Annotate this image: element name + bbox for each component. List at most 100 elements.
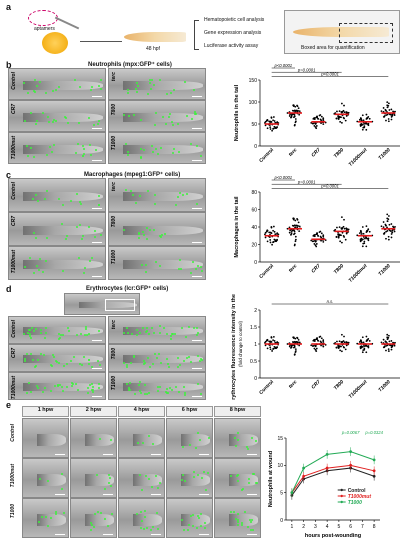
x-tick-label: 8	[373, 524, 376, 530]
data-point	[343, 104, 345, 107]
data-point	[390, 108, 393, 111]
data-point	[386, 217, 389, 220]
data-point	[266, 240, 269, 243]
x-tick-label: CR7	[310, 147, 321, 158]
data-point	[294, 120, 297, 123]
series-point	[302, 474, 306, 478]
annotation-text: p<0.0001	[274, 64, 293, 68]
data-point	[365, 113, 368, 116]
data-point	[392, 226, 395, 229]
data-point	[298, 110, 301, 113]
fish-image-d-l0: Control	[8, 316, 106, 344]
data-point	[342, 346, 345, 348]
data-point	[315, 243, 318, 245]
fish-image-e-0-2	[118, 418, 165, 458]
data-point	[313, 339, 316, 342]
x-tick-label: terc	[288, 379, 299, 390]
data-point	[298, 344, 301, 347]
data-point	[383, 231, 386, 234]
data-point	[274, 239, 277, 242]
data-point	[316, 116, 319, 119]
data-point	[291, 341, 294, 343]
row-label: Control	[11, 320, 17, 338]
data-point	[295, 224, 298, 227]
panel-d-label: d	[6, 284, 12, 294]
arrow-icon	[80, 41, 122, 42]
data-point	[365, 245, 368, 248]
boxed-area-panel: Boxed area for quantification	[284, 10, 400, 54]
data-point	[338, 340, 341, 343]
x-tick-label: 1	[290, 524, 293, 530]
annotation-text: p=0.0067	[341, 430, 360, 435]
x-tick-label: T800	[333, 263, 345, 275]
y-tick-label: 50	[251, 122, 257, 128]
data-point	[288, 226, 291, 229]
x-tick-label: 2	[302, 524, 305, 530]
data-point	[336, 226, 338, 229]
data-point	[273, 230, 276, 233]
data-point	[274, 346, 277, 349]
data-point	[290, 114, 293, 117]
data-point	[339, 240, 342, 243]
data-point	[383, 115, 386, 117]
data-point	[296, 218, 299, 221]
data-point	[389, 113, 392, 116]
series-point	[325, 466, 329, 470]
data-point	[363, 240, 366, 243]
data-point	[296, 337, 299, 340]
data-point	[358, 118, 361, 121]
data-point	[393, 114, 396, 116]
data-point	[312, 122, 315, 125]
data-point	[363, 126, 366, 129]
data-point	[319, 118, 322, 121]
data-point	[337, 233, 340, 235]
y-tick-label: 0	[254, 260, 257, 266]
data-point	[271, 243, 274, 246]
data-point	[288, 231, 291, 234]
data-point	[345, 229, 348, 232]
data-point	[289, 229, 291, 232]
data-point	[266, 127, 269, 130]
stage-label: 48 hpf	[146, 46, 160, 52]
data-point	[361, 226, 364, 228]
row-label: T800	[111, 348, 117, 360]
fish-image-b-r0: terc	[108, 68, 206, 100]
data-point	[274, 233, 277, 236]
data-point	[312, 345, 315, 347]
data-point	[367, 239, 370, 242]
data-point	[386, 213, 389, 216]
larva-icon	[124, 32, 186, 42]
data-point	[269, 346, 272, 349]
data-point	[387, 120, 390, 123]
data-point	[276, 238, 278, 241]
data-point	[292, 229, 295, 232]
fish-image-b-l1: CR7	[8, 100, 106, 132]
data-point	[364, 237, 366, 240]
x-tick-label: 6	[349, 524, 352, 530]
data-point	[360, 341, 363, 344]
data-point	[297, 338, 300, 341]
data-point	[387, 350, 390, 352]
data-point	[266, 339, 269, 342]
boxed-larva-icon	[293, 27, 389, 37]
data-point	[288, 115, 291, 117]
data-point	[290, 345, 293, 347]
data-point	[270, 336, 273, 338]
data-point	[286, 227, 289, 230]
fish-image-d-l2: T1000mut	[8, 372, 106, 400]
column-header: 8 hpw	[214, 406, 261, 417]
data-point	[276, 346, 278, 348]
fish-image-c-l1: CR7	[8, 212, 106, 246]
annotation-text: p<0.0001	[320, 72, 339, 77]
data-point	[384, 223, 387, 226]
data-point	[386, 220, 389, 223]
data-point	[320, 337, 323, 340]
data-point	[366, 117, 368, 120]
annotation-text: p=0.0324	[364, 430, 383, 435]
x-tick-label: T800	[333, 379, 345, 391]
fish-image-d-l1: CR7	[8, 344, 106, 372]
fish-image-e-1-2	[118, 458, 165, 498]
panel-d-title: Erythrocytes (lcr:GFP⁺ cells)	[86, 286, 169, 292]
data-point	[362, 123, 364, 126]
data-point	[368, 230, 371, 233]
